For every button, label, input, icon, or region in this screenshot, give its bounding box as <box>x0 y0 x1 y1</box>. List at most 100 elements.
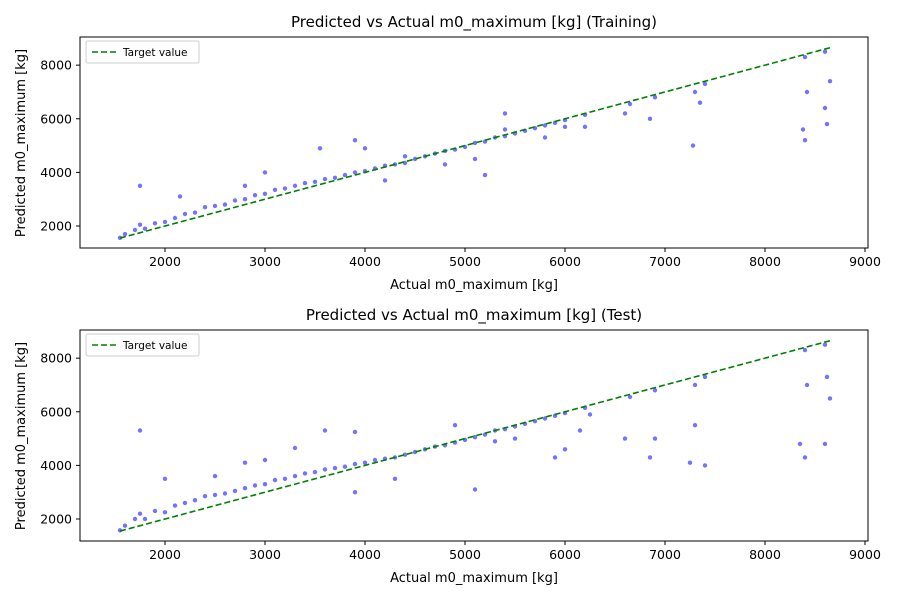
data-point <box>627 101 633 107</box>
data-point <box>252 193 258 198</box>
data-point <box>382 178 388 183</box>
data-point <box>687 460 693 465</box>
plot-frame <box>79 36 869 249</box>
y-tick-label: 6000 <box>40 111 72 126</box>
data-point <box>142 226 148 231</box>
y-tick-label: 4000 <box>40 165 72 180</box>
data-point <box>402 154 408 159</box>
x-tick-label: 7000 <box>649 547 681 562</box>
data-point <box>122 231 128 237</box>
data-point <box>262 457 268 463</box>
data-point <box>362 146 368 151</box>
data-point <box>622 436 628 441</box>
data-point <box>502 127 508 132</box>
data-point <box>132 227 138 233</box>
data-point <box>182 500 188 506</box>
y-axis-ticks: 2000 4000 6000 8000 <box>40 351 80 527</box>
data-point <box>822 49 828 54</box>
legend-box <box>85 333 200 357</box>
data-point <box>162 476 168 481</box>
x-tick-label: 8000 <box>749 547 781 562</box>
data-point <box>317 146 323 151</box>
x-tick-label: 6000 <box>549 547 581 562</box>
data-point <box>542 135 548 140</box>
target-value-line <box>119 339 831 532</box>
data-point <box>822 105 828 111</box>
data-point <box>442 162 448 167</box>
legend-label: Target value <box>122 340 188 352</box>
data-point <box>652 95 658 100</box>
y-tick-label: 2000 <box>40 512 72 527</box>
x-tick-label: 2000 <box>149 254 181 269</box>
data-point <box>272 477 278 483</box>
x-tick-label: 7000 <box>649 254 681 269</box>
x-axis-label: Actual m0_maximum [kg] <box>390 571 558 586</box>
x-tick-label: 4000 <box>349 254 381 269</box>
data-point <box>162 510 168 515</box>
y-axis-ticks: 2000 4000 6000 8000 <box>40 58 80 234</box>
data-point <box>312 469 318 475</box>
x-tick-label: 6000 <box>549 254 581 269</box>
data-point <box>824 121 830 127</box>
x-axis-ticks: 2000 3000 4000 5000 6000 7000 8000 9000 <box>149 248 881 269</box>
y-tick-label: 6000 <box>40 404 72 419</box>
data-point <box>192 210 198 215</box>
data-point <box>177 194 183 199</box>
x-tick-label: 5000 <box>449 254 481 269</box>
data-point <box>802 347 808 353</box>
data-point <box>172 215 178 221</box>
data-point <box>262 191 268 196</box>
data-point <box>172 503 178 508</box>
data-point <box>492 439 498 444</box>
data-point <box>332 175 338 180</box>
data-point <box>292 473 298 479</box>
data-point <box>472 140 478 146</box>
data-point <box>472 435 478 440</box>
data-point <box>822 342 828 347</box>
x-tick-label: 9000 <box>849 547 881 562</box>
scatter-points <box>117 342 833 533</box>
x-axis-ticks: 2000 3000 4000 5000 6000 7000 8000 9000 <box>149 541 881 562</box>
data-point <box>282 476 288 481</box>
x-tick-label: 3000 <box>249 254 281 269</box>
data-point <box>652 436 658 441</box>
data-point <box>232 198 238 203</box>
target-value-line <box>119 46 831 239</box>
data-point <box>137 428 143 433</box>
data-point <box>562 447 568 452</box>
data-point <box>802 138 808 143</box>
data-point <box>652 388 658 393</box>
data-point <box>824 374 830 380</box>
x-tick-label: 9000 <box>849 254 881 269</box>
data-point <box>362 460 368 465</box>
x-tick-label: 8000 <box>749 254 781 269</box>
data-point <box>647 455 653 460</box>
training-panel: Predicted vs Actual m0_maximum [kg] (Tra… <box>14 13 881 293</box>
data-point <box>647 116 653 122</box>
data-point <box>702 81 708 87</box>
legend: Target value <box>85 40 200 64</box>
plot-frame <box>79 329 869 542</box>
data-point <box>804 89 810 95</box>
chart-title: Predicted vs Actual m0_maximum [kg] (Tes… <box>306 306 642 325</box>
y-tick-label: 8000 <box>40 351 72 366</box>
data-point <box>292 183 298 188</box>
data-point <box>627 394 633 400</box>
data-point <box>797 441 803 447</box>
data-point <box>282 186 288 191</box>
data-point <box>512 436 518 441</box>
data-point <box>322 467 328 472</box>
data-point <box>827 396 833 401</box>
x-tick-label: 5000 <box>449 547 481 562</box>
data-point <box>182 211 188 217</box>
data-point <box>202 205 208 210</box>
data-point <box>137 511 143 516</box>
data-point <box>352 461 358 467</box>
data-point <box>332 465 338 471</box>
data-point <box>252 483 258 488</box>
data-point <box>212 203 218 209</box>
x-tick-label: 3000 <box>249 547 281 562</box>
data-point <box>242 183 248 188</box>
data-point <box>800 127 806 132</box>
data-point <box>192 498 198 503</box>
